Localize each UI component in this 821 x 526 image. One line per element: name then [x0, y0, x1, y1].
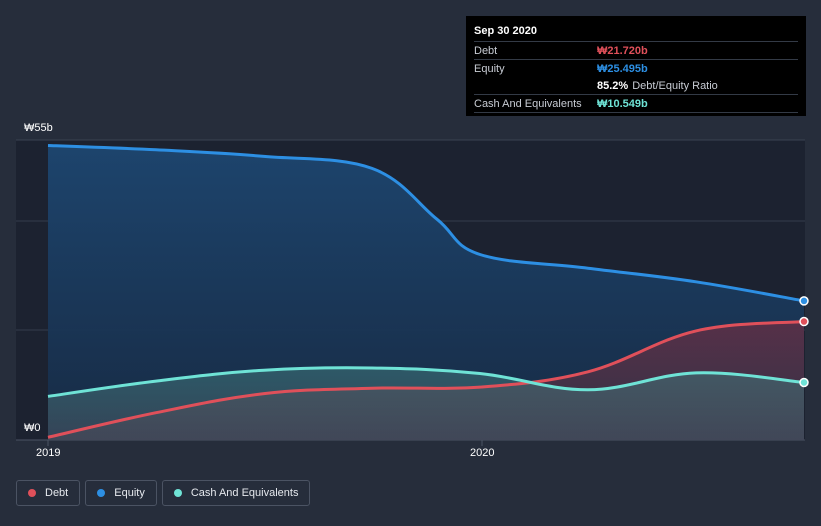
chart-legend: Debt Equity Cash And Equivalents [16, 480, 311, 506]
y-axis-label-bottom: ₩0 [24, 422, 41, 434]
x-axis-label-2019: 2019 [36, 447, 61, 459]
cash-end-marker[interactable] [799, 377, 809, 388]
cash-line[interactable] [47, 366, 805, 398]
equity-end-marker[interactable] [799, 296, 809, 306]
debt-line[interactable] [47, 320, 805, 439]
legend-item-cash[interactable]: Cash And Equivalents [161, 480, 311, 506]
tooltip-ratio-value: 85.2% [597, 79, 629, 92]
tooltip-debt-value: ₩21.720b [597, 44, 648, 57]
tooltip-row-cash: Cash And Equivalents ₩10.549b [474, 94, 798, 113]
tooltip-cash-value: ₩10.549b [597, 97, 648, 110]
legend-cash-dot-icon [173, 489, 182, 497]
legend-item-debt[interactable]: Debt [16, 480, 81, 506]
legend-debt-dot-icon [28, 489, 36, 497]
tooltip-equity-value: ₩25.495b [597, 62, 648, 75]
debt-end-marker[interactable] [799, 316, 809, 327]
cash-area [48, 367, 804, 440]
tooltip-row-debt: Debt ₩21.720b [474, 41, 798, 59]
tooltip-debt-label: Debt [474, 44, 498, 57]
legend-item-equity[interactable]: Equity [85, 480, 157, 506]
tooltip-equity-label: Equity [474, 62, 505, 75]
data-tooltip: Sep 30 2020 Debt ₩21.720b Equity ₩25.495… [466, 16, 806, 116]
equity-line[interactable] [47, 144, 805, 303]
tooltip-ratio-label: Debt/Equity Ratio [632, 79, 718, 92]
legend-equity-dot-icon [97, 489, 106, 497]
tooltip-row-ratio: 85.2% Debt/Equity Ratio [474, 77, 798, 94]
legend-debt-label: Debt [45, 487, 69, 499]
legend-equity-label: Equity [114, 487, 145, 499]
y-axis-label-top: ₩55b [24, 122, 53, 134]
legend-cash-label: Cash And Equivalents [190, 487, 299, 499]
tooltip-cash-label: Cash And Equivalents [474, 97, 582, 110]
tooltip-row-equity: Equity ₩25.495b [474, 59, 798, 77]
x-axis-label-2020: 2020 [470, 447, 495, 459]
tooltip-date: Sep 30 2020 [474, 25, 537, 37]
